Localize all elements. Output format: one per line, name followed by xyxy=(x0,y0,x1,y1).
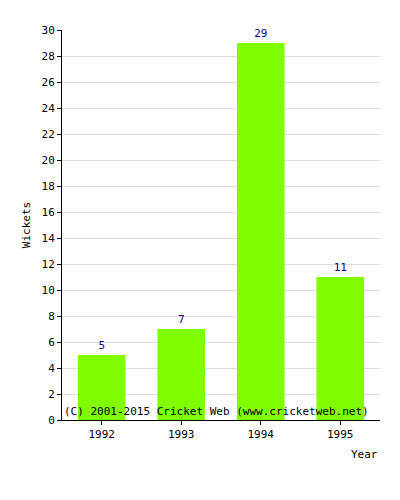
svg-text:14: 14 xyxy=(42,232,56,245)
svg-text:16: 16 xyxy=(42,206,55,219)
svg-text:5: 5 xyxy=(98,339,105,352)
svg-text:29: 29 xyxy=(254,27,267,40)
svg-text:30: 30 xyxy=(42,24,55,37)
svg-text:1994: 1994 xyxy=(248,428,275,441)
svg-text:2: 2 xyxy=(48,388,55,401)
svg-text:7: 7 xyxy=(178,313,185,326)
svg-text:10: 10 xyxy=(42,284,55,297)
svg-text:26: 26 xyxy=(42,76,55,89)
svg-text:11: 11 xyxy=(334,261,347,274)
svg-text:20: 20 xyxy=(42,154,55,167)
svg-text:1993: 1993 xyxy=(168,428,195,441)
svg-text:6: 6 xyxy=(48,336,55,349)
svg-text:24: 24 xyxy=(42,102,56,115)
svg-text:28: 28 xyxy=(42,50,55,63)
svg-text:4: 4 xyxy=(48,362,55,375)
svg-text:1992: 1992 xyxy=(89,428,116,441)
svg-text:(C) 2001-2015 Cricket Web (www: (C) 2001-2015 Cricket Web (www.cricketwe… xyxy=(64,405,369,418)
svg-text:Wickets: Wickets xyxy=(20,202,33,248)
svg-text:Year: Year xyxy=(351,448,378,461)
svg-text:22: 22 xyxy=(42,128,55,141)
svg-text:8: 8 xyxy=(48,310,55,323)
svg-text:18: 18 xyxy=(42,180,55,193)
svg-text:12: 12 xyxy=(42,258,55,271)
svg-text:1995: 1995 xyxy=(327,428,354,441)
svg-text:0: 0 xyxy=(48,414,55,427)
